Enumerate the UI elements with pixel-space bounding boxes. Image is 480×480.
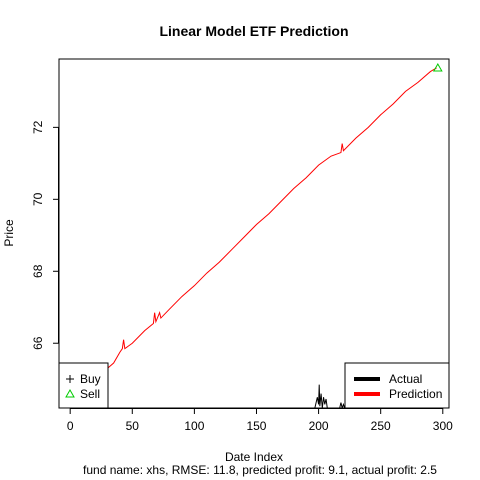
- legend-label-prediction: Prediction: [389, 387, 442, 401]
- x-tick-label: 150: [246, 419, 266, 433]
- x-tick-label: 0: [67, 419, 74, 433]
- y-axis-label: Price: [2, 219, 16, 247]
- x-tick-label: 50: [126, 419, 140, 433]
- series-line-prediction: [107, 67, 437, 369]
- x-tick-label: 300: [433, 419, 453, 433]
- legend-label-actual: Actual: [389, 372, 422, 386]
- chart-title: Linear Model ETF Prediction: [159, 23, 348, 39]
- legend-box: [344, 362, 450, 409]
- y-tick-label: 70: [31, 192, 45, 206]
- y-tick-label: 68: [31, 264, 45, 278]
- x-tick-label: 250: [371, 419, 391, 433]
- series-group: [107, 62, 443, 408]
- x-axis-label: Date Index: [225, 450, 283, 464]
- legend-label-buy: Buy: [80, 372, 101, 386]
- legend-box: [58, 362, 109, 409]
- x-tick-label: 100: [184, 419, 204, 433]
- legend-symbol-sell: [65, 388, 75, 398]
- legend-label-sell: Sell: [80, 387, 100, 401]
- y-tick-label: 66: [31, 336, 45, 350]
- series-line-actual: [314, 384, 346, 408]
- marker-sell: [432, 62, 443, 72]
- chart-subtitle: fund name: xhs, RMSE: 11.8, predicted pr…: [83, 463, 437, 477]
- x-tick-label: 200: [309, 419, 329, 433]
- y-tick-label: 72: [31, 120, 45, 134]
